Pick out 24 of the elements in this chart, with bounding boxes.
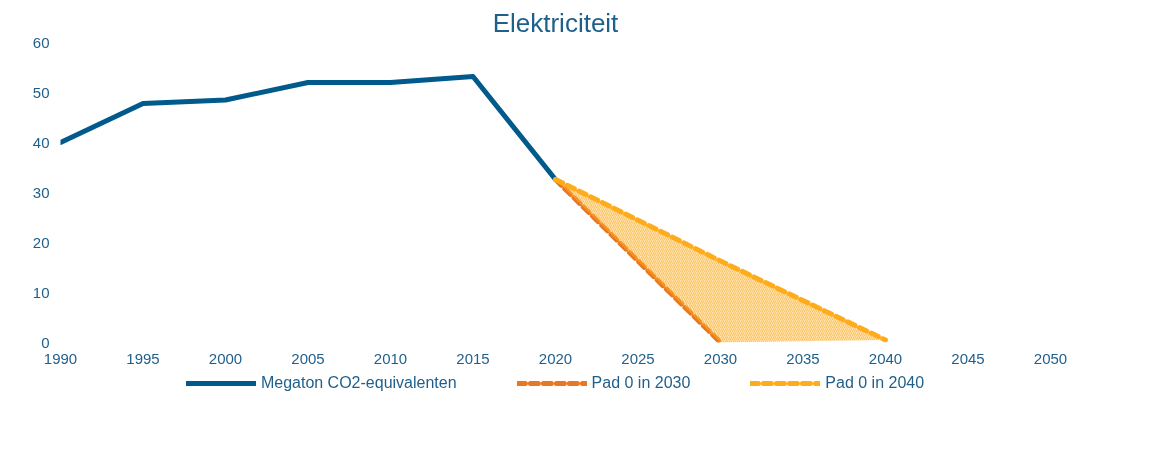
x-tick-label: 2015 xyxy=(456,349,490,367)
y-tick-label: 50 xyxy=(32,83,50,101)
legend-label: Megaton CO2-equivalenten xyxy=(260,374,457,392)
y-tick-label: 0 xyxy=(41,333,50,351)
chart-title: Elektriciteit xyxy=(492,7,620,38)
x-tick-label: 2030 xyxy=(703,349,738,367)
x-tick-label: 2020 xyxy=(538,349,573,367)
y-tick-label: 40 xyxy=(32,133,50,151)
x-tick-label: 2025 xyxy=(621,349,655,367)
y-tick-label: 20 xyxy=(32,233,50,251)
x-tick-label: 2050 xyxy=(1033,349,1068,367)
y-tick-label: 60 xyxy=(32,33,50,51)
x-tick-label: 2045 xyxy=(951,349,985,367)
y-tick-label: 10 xyxy=(32,283,50,301)
x-tick-label: 2000 xyxy=(208,349,243,367)
x-tick-label: 2040 xyxy=(868,349,903,367)
x-tick-label: 2005 xyxy=(291,349,325,367)
legend-label: Pad 0 in 2030 xyxy=(591,374,691,392)
y-tick-label: 30 xyxy=(32,183,50,201)
x-tick-label: 1995 xyxy=(126,349,160,367)
legend-label: Pad 0 in 2040 xyxy=(825,374,925,392)
x-tick-label: 1990 xyxy=(43,349,78,367)
x-tick-label: 2010 xyxy=(373,349,408,367)
x-tick-label: 2035 xyxy=(786,349,820,367)
